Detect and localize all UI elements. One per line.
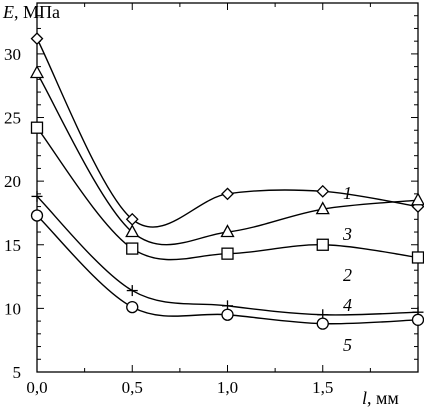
y-tick-label: 10 — [4, 299, 21, 318]
x-tick-label: 0,5 — [122, 378, 143, 397]
x-tick-label: 0,0 — [26, 378, 47, 397]
circle-marker — [126, 300, 139, 314]
series-line — [36, 38, 419, 228]
series-label: 3 — [342, 224, 352, 244]
y-tick-label: 20 — [4, 172, 21, 191]
diamond-marker — [221, 187, 234, 201]
series-line — [36, 72, 419, 246]
x-axis-symbol: l — [362, 388, 367, 408]
series-3: 3 — [29, 65, 424, 246]
triangle-marker — [125, 224, 140, 238]
series-label: 5 — [343, 335, 352, 355]
square-marker — [316, 238, 329, 251]
y-tick-label: 25 — [4, 109, 21, 128]
square-marker — [126, 242, 139, 255]
x-tick-label: 1,0 — [217, 378, 238, 397]
y-axis-unit: , МПа — [14, 2, 60, 22]
triangle-marker — [410, 192, 424, 206]
labels-layer: 0,0 0,5 1,0 1,5 5 10 15 20 25 30 — [4, 45, 333, 397]
y-tick-label: 30 — [4, 45, 21, 64]
series-2: 2 — [30, 121, 424, 285]
triangle-marker — [220, 224, 235, 238]
square-marker — [221, 247, 234, 260]
diamond-marker — [316, 184, 330, 198]
x-axis-unit: , мм — [367, 388, 399, 408]
series-label: 2 — [343, 265, 352, 285]
series-4: 4 — [31, 190, 424, 321]
series-1: 1 — [30, 32, 424, 228]
diamond-marker — [30, 32, 44, 46]
series-layer: 1 3 2 4 5 — [29, 32, 424, 355]
square-marker — [411, 251, 424, 264]
circle-marker — [411, 313, 424, 326]
series-label: 4 — [343, 295, 352, 315]
circle-marker — [221, 308, 234, 321]
y-axis-title: E, МПа — [2, 2, 60, 22]
y-tick-label: 5 — [13, 363, 22, 382]
series-5: 5 — [30, 209, 424, 355]
series-label: 1 — [343, 183, 352, 203]
cross-marker — [31, 190, 43, 202]
triangle-marker — [29, 65, 45, 79]
triangle-marker — [315, 201, 330, 215]
circle-marker — [30, 209, 44, 222]
x-axis-title: l, мм — [362, 388, 399, 408]
circle-marker — [316, 317, 329, 330]
square-marker — [30, 121, 44, 134]
y-axis-symbol: E — [2, 2, 14, 22]
series-line — [36, 127, 419, 261]
cross-marker — [126, 285, 138, 297]
y-tick-label: 15 — [4, 236, 21, 255]
x-tick-label: 1,5 — [312, 378, 333, 397]
